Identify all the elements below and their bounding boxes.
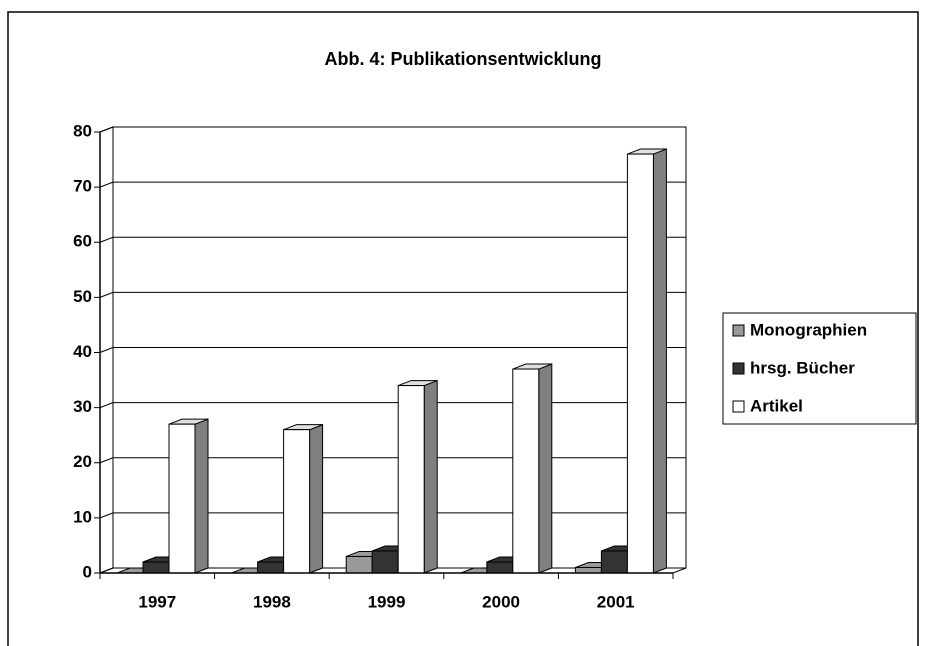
grid-line — [99, 126, 686, 133]
grid-line — [99, 291, 686, 298]
x-tick-label: 1999 — [368, 592, 406, 611]
grid-line — [99, 236, 686, 243]
x-tick-label: 1997 — [138, 592, 176, 611]
bar — [397, 385, 425, 574]
y-tick-label: 10 — [73, 507, 92, 526]
x-tick-label: 2000 — [482, 592, 520, 611]
bar-side — [652, 148, 667, 574]
legend-swatch — [732, 362, 745, 375]
y-tick-label: 80 — [73, 121, 92, 140]
bar — [600, 550, 628, 574]
grid-line — [99, 512, 686, 519]
legend-label: Artikel — [750, 396, 803, 415]
bar — [345, 555, 373, 574]
y-tick-label: 20 — [73, 452, 92, 471]
legend-box — [722, 312, 917, 425]
chart-title: Abb. 4: Publikationsentwicklung — [324, 49, 601, 69]
legend-swatch — [732, 324, 745, 337]
legend-label: Monographien — [750, 320, 867, 339]
bar-side — [423, 379, 438, 574]
grid-line — [99, 347, 686, 353]
bar-side — [309, 423, 324, 574]
bar — [283, 429, 311, 574]
bar — [626, 153, 654, 574]
grid-line — [99, 402, 686, 409]
y-tick-label: 70 — [73, 177, 92, 196]
x-tick-label: 1998 — [253, 592, 291, 611]
grid-line — [99, 181, 686, 188]
bar-side — [538, 363, 553, 574]
bar-side — [194, 418, 209, 574]
bar — [486, 561, 514, 574]
y-tick-label: 30 — [73, 397, 92, 416]
bar — [512, 368, 540, 574]
y-tick-label: 50 — [73, 287, 92, 306]
legend-label: hrsg. Bücher — [750, 358, 855, 377]
y-tick-label: 60 — [73, 232, 92, 251]
chart-frame — [7, 11, 919, 646]
bar — [142, 561, 170, 574]
x-tick-label: 2001 — [597, 592, 635, 611]
bar — [168, 423, 196, 574]
y-tick-label: 40 — [73, 342, 92, 361]
grid-line — [99, 457, 686, 464]
bar — [371, 550, 399, 574]
bar — [574, 566, 602, 574]
legend-swatch — [732, 400, 745, 413]
y-tick-label: 0 — [83, 562, 92, 581]
bar — [257, 561, 285, 574]
